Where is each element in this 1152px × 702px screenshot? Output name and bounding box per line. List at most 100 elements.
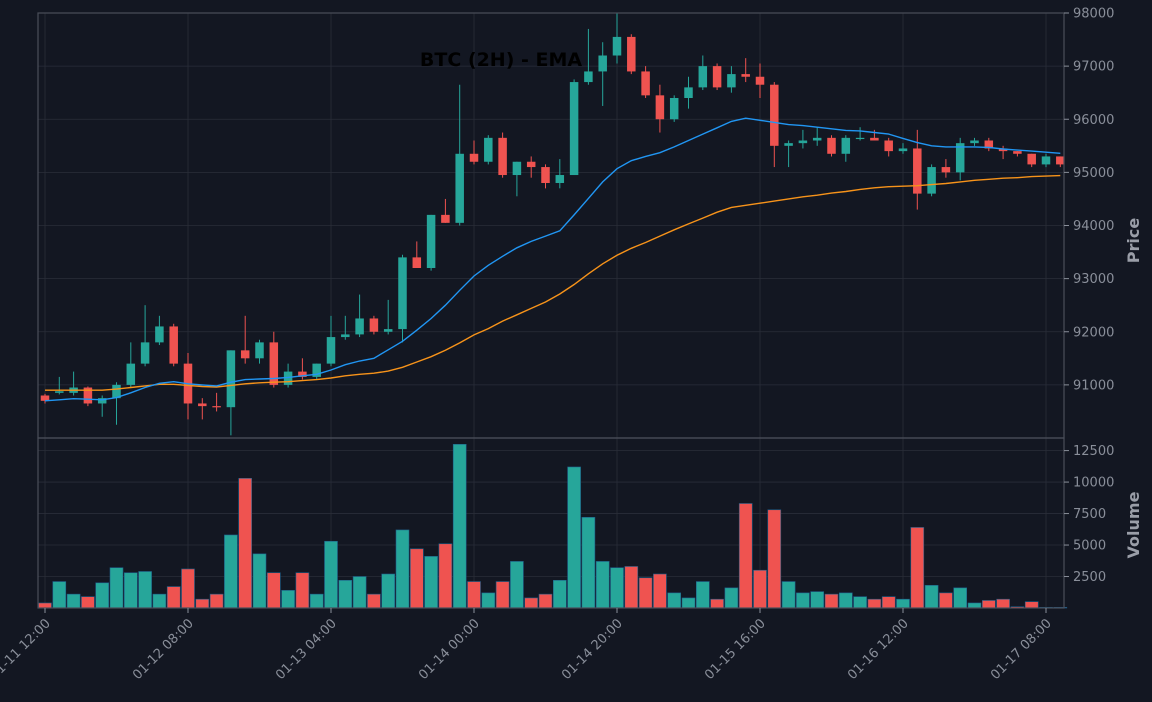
volume-bar	[281, 590, 295, 609]
candle-body	[283, 371, 293, 385]
volume-bar	[567, 466, 581, 609]
candle-body	[1041, 156, 1051, 165]
volume-bar	[352, 576, 367, 609]
volume-bar	[724, 587, 739, 609]
candle-body	[870, 137, 879, 141]
candle-body	[226, 350, 236, 408]
volume-bar	[810, 591, 825, 609]
candle-body	[569, 82, 579, 176]
candle-body	[755, 76, 765, 85]
volume-bar	[38, 602, 52, 609]
volume-bar	[581, 517, 596, 609]
candle-body	[898, 148, 908, 152]
volume-bar	[409, 548, 424, 609]
volume-bar	[424, 556, 438, 609]
volume-bar	[395, 529, 410, 609]
volume-bar	[124, 572, 138, 609]
price-tick-label: 95000	[1073, 166, 1114, 181]
candle-body	[941, 167, 951, 173]
volume-bar	[66, 593, 81, 609]
candle-body	[412, 257, 422, 268]
volume-bar	[252, 553, 267, 609]
volume-bar	[738, 503, 753, 609]
candle-body	[627, 36, 636, 72]
ema-fast-line	[44, 117, 1061, 402]
volume-tick-label: 7500	[1073, 507, 1106, 522]
candle-body	[484, 137, 493, 162]
volume-bar	[638, 577, 653, 609]
candle-body	[841, 137, 851, 154]
volume-bar	[867, 598, 882, 609]
candle-body	[312, 363, 321, 377]
candle-body	[341, 334, 350, 338]
candle-body	[984, 140, 994, 149]
candle-body	[555, 175, 565, 183]
volume-tick-label: 5000	[1073, 539, 1106, 554]
volume-bar	[796, 592, 810, 609]
volume-bar	[896, 598, 910, 609]
candle-body	[669, 98, 679, 120]
x-tick-label: 01-17 08:00	[988, 616, 1055, 683]
volume-bar	[967, 602, 982, 609]
volume-bar	[710, 598, 724, 609]
volume-bar	[853, 596, 867, 609]
volume-bar	[681, 597, 696, 609]
candle-body	[827, 137, 836, 154]
x-tick-label: 01-11 12:00	[0, 616, 54, 683]
volume-bar	[753, 569, 767, 609]
candle-body	[927, 167, 936, 194]
volume-bar	[481, 592, 496, 609]
x-tick-label: 01-13 04:00	[273, 616, 340, 683]
volume-bar	[881, 596, 896, 609]
volume-tick-label: 10000	[1073, 476, 1114, 491]
volume-bar	[495, 581, 510, 609]
price-axis-label: Price	[1124, 218, 1143, 264]
candle-body	[584, 71, 593, 83]
candle-body	[741, 74, 750, 77]
volume-bar	[824, 593, 839, 609]
price-tick-label: 94000	[1073, 219, 1114, 234]
volume-bar	[295, 572, 310, 609]
candle-body	[727, 74, 736, 88]
candle-body	[512, 161, 522, 176]
candle-body	[798, 140, 808, 144]
volume-bar	[667, 592, 682, 609]
volume-bar	[624, 566, 639, 609]
volume-bar	[524, 597, 539, 609]
candle-body	[541, 167, 550, 183]
volume-bar	[767, 509, 782, 609]
volume-axis-label: Volume	[1124, 491, 1143, 558]
candle-body	[684, 87, 693, 98]
candle-body	[326, 337, 336, 364]
volume-bar	[910, 527, 925, 609]
volume-bar	[324, 540, 338, 609]
candle-body	[269, 342, 279, 385]
x-tick-label: 01-12 08:00	[130, 616, 197, 683]
volume-bar	[552, 579, 567, 609]
candle-body	[498, 137, 507, 176]
candle-body	[812, 137, 822, 141]
candle-body	[1027, 153, 1036, 165]
candle-body	[455, 153, 464, 223]
candle-body	[169, 326, 178, 364]
volume-bar	[610, 567, 624, 609]
candle-body	[1056, 156, 1065, 165]
candle-body	[126, 363, 136, 385]
price-tick-label: 96000	[1073, 113, 1114, 128]
candle-body	[112, 384, 121, 399]
candle-body	[398, 257, 407, 330]
candle-body	[955, 143, 965, 173]
candle-body	[426, 214, 436, 268]
candle-body	[83, 387, 93, 404]
candle-body	[1013, 151, 1022, 154]
candle-body	[255, 342, 264, 359]
candle-body	[526, 161, 536, 168]
volume-bar	[367, 593, 381, 609]
volume-bar	[953, 587, 968, 609]
x-tick-label: 01-16 12:00	[845, 616, 912, 683]
candle-body	[970, 140, 979, 144]
volume-bar	[166, 586, 181, 609]
candle-body	[612, 36, 622, 56]
volume-bar	[338, 579, 353, 609]
price-tick-label: 93000	[1073, 272, 1114, 287]
